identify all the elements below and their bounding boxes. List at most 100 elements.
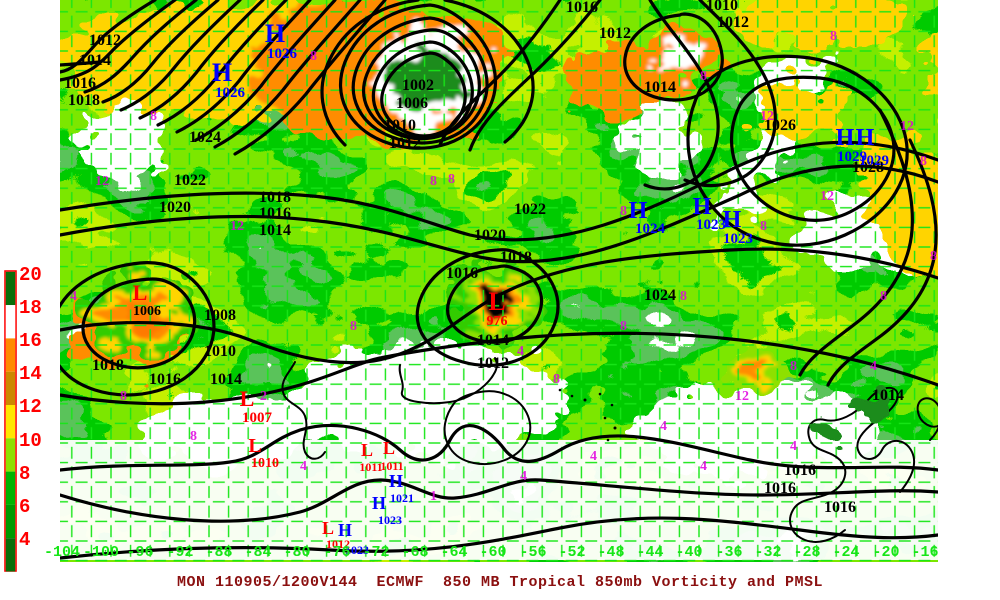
svg-text:1016: 1016	[446, 265, 478, 282]
svg-text:1018: 1018	[259, 189, 291, 206]
svg-text:1012: 1012	[599, 25, 631, 42]
svg-text:-52: -52	[558, 544, 585, 561]
svg-text:8: 8	[19, 463, 30, 485]
svg-text:18: 18	[19, 297, 42, 319]
svg-text:-72: -72	[362, 544, 389, 561]
svg-text:10: 10	[19, 430, 42, 452]
svg-text:-16: -16	[911, 544, 938, 561]
svg-text:1012: 1012	[477, 355, 509, 372]
svg-text:1006: 1006	[396, 95, 428, 112]
svg-text:12: 12	[230, 219, 244, 234]
svg-text:H: H	[856, 125, 875, 151]
svg-text:1007: 1007	[242, 410, 273, 426]
svg-text:1020: 1020	[159, 199, 191, 216]
svg-text:-48: -48	[597, 544, 624, 561]
svg-text:-56: -56	[519, 544, 546, 561]
svg-text:-60: -60	[479, 544, 506, 561]
svg-text:8: 8	[830, 29, 837, 44]
svg-text:1002: 1002	[402, 77, 434, 94]
svg-text:L: L	[488, 287, 505, 316]
svg-text:8: 8	[680, 289, 687, 304]
svg-text:L: L	[133, 280, 148, 305]
svg-text:-104: -104	[44, 544, 80, 561]
svg-text:14: 14	[19, 363, 42, 385]
svg-text:-40: -40	[675, 544, 702, 561]
svg-text:1014: 1014	[477, 332, 509, 349]
svg-text:1014: 1014	[79, 52, 111, 69]
svg-text:8: 8	[930, 249, 937, 264]
svg-text:16: 16	[19, 330, 42, 352]
svg-text:12: 12	[19, 396, 42, 418]
svg-text:1012: 1012	[89, 32, 121, 49]
svg-text:H: H	[389, 471, 403, 491]
svg-text:1022: 1022	[514, 201, 546, 218]
svg-text:20: 20	[19, 264, 42, 286]
svg-text:-76: -76	[323, 544, 350, 561]
svg-text:-36: -36	[715, 544, 742, 561]
svg-text:8: 8	[430, 174, 437, 189]
svg-text:-100: -100	[83, 544, 119, 561]
svg-text:976: 976	[487, 314, 508, 329]
svg-text:1026: 1026	[215, 85, 246, 101]
svg-text:1010: 1010	[384, 117, 416, 134]
svg-text:6: 6	[19, 496, 30, 518]
svg-text:1012: 1012	[717, 14, 749, 31]
svg-text:8: 8	[120, 389, 127, 404]
svg-text:-80: -80	[283, 544, 310, 561]
svg-text:1023: 1023	[723, 231, 753, 247]
svg-text:12: 12	[820, 189, 834, 204]
svg-text:8: 8	[620, 319, 627, 334]
svg-text:8: 8	[310, 49, 317, 64]
svg-text:-96: -96	[126, 544, 153, 561]
svg-text:L: L	[322, 518, 334, 538]
svg-text:8: 8	[190, 429, 197, 444]
svg-text:1006: 1006	[133, 304, 161, 319]
svg-text:1014: 1014	[259, 222, 291, 239]
svg-text:1018: 1018	[68, 92, 100, 109]
svg-text:-88: -88	[205, 544, 232, 561]
svg-text:4: 4	[870, 359, 877, 374]
svg-text:8: 8	[620, 204, 627, 219]
svg-text:1018: 1018	[500, 249, 532, 266]
svg-text:12: 12	[95, 174, 109, 189]
svg-text:1016: 1016	[259, 205, 291, 222]
svg-text:8: 8	[790, 359, 797, 374]
svg-text:1024: 1024	[635, 221, 666, 237]
svg-text:1: 1	[430, 489, 437, 504]
svg-text:1026: 1026	[267, 46, 298, 62]
svg-text:8: 8	[448, 172, 455, 187]
svg-text:1012: 1012	[389, 135, 421, 152]
svg-text:4: 4	[70, 289, 77, 304]
svg-text:1016: 1016	[824, 499, 856, 516]
svg-text:1024: 1024	[189, 129, 221, 146]
svg-text:H: H	[723, 207, 742, 233]
svg-text:1010: 1010	[251, 456, 279, 471]
svg-text:4: 4	[300, 459, 307, 474]
svg-text:8: 8	[150, 109, 157, 124]
svg-text:1029: 1029	[859, 153, 889, 169]
svg-text:1016: 1016	[566, 0, 598, 16]
svg-text:8: 8	[880, 289, 887, 304]
svg-text:-24: -24	[832, 544, 859, 561]
svg-text:L: L	[240, 386, 255, 411]
svg-text:8: 8	[760, 219, 767, 234]
svg-text:H: H	[265, 19, 285, 48]
svg-text:8: 8	[350, 319, 357, 334]
svg-text:1020: 1020	[474, 227, 506, 244]
svg-text:4: 4	[19, 529, 30, 551]
svg-text:L: L	[361, 440, 373, 460]
svg-text:1016: 1016	[784, 462, 816, 479]
svg-text:8: 8	[553, 372, 560, 387]
svg-text:4: 4	[660, 419, 667, 434]
svg-text:-32: -32	[754, 544, 781, 561]
svg-text:L: L	[248, 435, 261, 457]
svg-text:12: 12	[900, 119, 914, 134]
svg-text:12: 12	[735, 389, 749, 404]
svg-text:-20: -20	[872, 544, 899, 561]
svg-text:2: 2	[260, 389, 267, 404]
svg-text:-44: -44	[636, 544, 663, 561]
svg-text:8: 8	[920, 154, 927, 169]
svg-text:L: L	[383, 438, 395, 458]
svg-text:1010: 1010	[204, 343, 236, 360]
svg-text:H: H	[372, 493, 386, 513]
